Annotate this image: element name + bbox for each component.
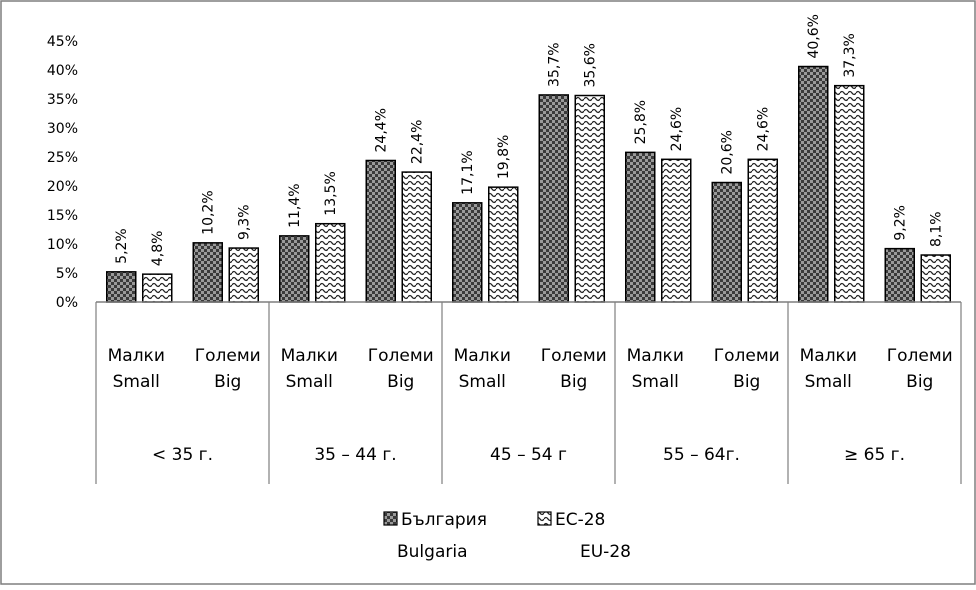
y-tick-label: 30%	[47, 121, 78, 137]
bar-bulgaria	[884, 247, 915, 303]
data-label: 24,4%	[374, 108, 390, 152]
group-label: 55 – 64г.	[663, 445, 740, 465]
category-label-en: Big	[387, 372, 414, 392]
data-label: 10,2%	[201, 190, 217, 234]
group-label: < 35 г.	[152, 445, 213, 465]
bar-bulgaria	[106, 271, 137, 303]
bar-bulgaria	[279, 235, 310, 303]
bars	[106, 65, 951, 303]
data-label: 35,7%	[547, 42, 563, 86]
y-tick-label: 10%	[47, 237, 78, 253]
category-label-en: Small	[113, 372, 160, 392]
bar-eu28	[920, 254, 951, 303]
data-label: 11,4%	[287, 183, 303, 227]
y-tick-label: 45%	[47, 34, 78, 50]
category-label-en: Small	[805, 372, 852, 392]
legend-label-eu28: ЕС-28	[555, 510, 605, 530]
category-label-bg: Малки	[454, 346, 511, 366]
category-label-bg: Големи	[541, 346, 607, 366]
bar-eu28	[315, 222, 346, 303]
bar-bulgaria	[365, 159, 396, 303]
data-label: 24,6%	[669, 107, 685, 151]
data-label: 9,2%	[893, 205, 909, 241]
bar-bulgaria	[192, 242, 223, 303]
category-label-bg: Големи	[714, 346, 780, 366]
bar-eu28	[228, 247, 259, 303]
group-label: ≥ 65 г.	[844, 445, 905, 465]
y-tick-label: 35%	[47, 92, 78, 108]
y-tick-label: 25%	[47, 150, 78, 166]
data-label: 35,6%	[583, 43, 599, 87]
bar-eu28	[661, 158, 692, 303]
legend-label-eu28-en: EU-28	[580, 542, 631, 562]
category-label-en: Big	[214, 372, 241, 392]
bar-eu28	[488, 186, 519, 303]
bar-eu28	[574, 94, 605, 303]
category-label-bg: Малки	[627, 346, 684, 366]
data-label: 20,6%	[720, 130, 736, 174]
bar-bulgaria	[625, 151, 656, 303]
data-label: 25,8%	[633, 100, 649, 144]
category-label-en: Small	[459, 372, 506, 392]
category-label-bg: Големи	[195, 346, 261, 366]
bar-bulgaria	[711, 181, 742, 303]
category-label-bg: Големи	[368, 346, 434, 366]
data-label: 17,1%	[460, 150, 476, 194]
group-label: 45 – 54 г	[490, 445, 567, 465]
category-label-bg: Големи	[887, 346, 953, 366]
category-label-bg: Малки	[800, 346, 857, 366]
legend-swatch-eu28	[537, 511, 552, 526]
category-label-bg: Малки	[281, 346, 338, 366]
bar-bulgaria	[538, 94, 569, 303]
bar-bulgaria	[798, 65, 829, 303]
category-label-bg: Малки	[108, 346, 165, 366]
data-label: 4,8%	[150, 231, 166, 267]
x-axis: Малки Small Големи Big < 35 г. Малки Small Голе…	[95, 301, 962, 484]
data-labels: 5,2% 4,8% 10,2% 9,3% 11,4% 13,5% 24,4% 22,4% 17,…	[114, 14, 945, 266]
data-label: 13,5%	[323, 171, 339, 215]
y-axis: 0% 5% 10% 15% 20% 25% 30% 35% 40% 45%	[47, 34, 78, 311]
data-label: 5,2%	[114, 228, 130, 264]
category-label-en: Big	[733, 372, 760, 392]
data-label: 24,6%	[756, 107, 772, 151]
legend-label-bulgaria-en: Bulgaria	[397, 542, 468, 562]
y-tick-label: 0%	[56, 295, 78, 311]
data-label: 19,8%	[496, 135, 512, 179]
data-label: 9,3%	[237, 204, 253, 240]
category-label-en: Small	[632, 372, 679, 392]
category-label-en: Small	[286, 372, 333, 392]
data-label: 40,6%	[806, 14, 822, 58]
y-tick-label: 15%	[47, 208, 78, 224]
y-tick-label: 20%	[47, 179, 78, 195]
y-tick-label: 5%	[56, 266, 78, 282]
y-tick-label: 40%	[47, 63, 78, 79]
bar-eu28	[401, 171, 432, 303]
bar-bulgaria	[452, 202, 483, 303]
bar-eu28	[834, 84, 865, 303]
legend: България ЕС-28 Bulgaria EU-28	[383, 510, 631, 562]
legend-label-bulgaria: България	[401, 510, 487, 530]
data-label: 22,4%	[410, 120, 426, 164]
group-label: 35 – 44 г.	[314, 445, 396, 465]
data-label: 8,1%	[929, 211, 945, 247]
bar-eu28	[142, 273, 173, 303]
category-label-en: Big	[560, 372, 587, 392]
data-label: 37,3%	[842, 33, 858, 77]
bar-eu28	[747, 158, 778, 303]
legend-swatch-bulgaria	[383, 511, 398, 526]
category-label-en: Big	[906, 372, 933, 392]
